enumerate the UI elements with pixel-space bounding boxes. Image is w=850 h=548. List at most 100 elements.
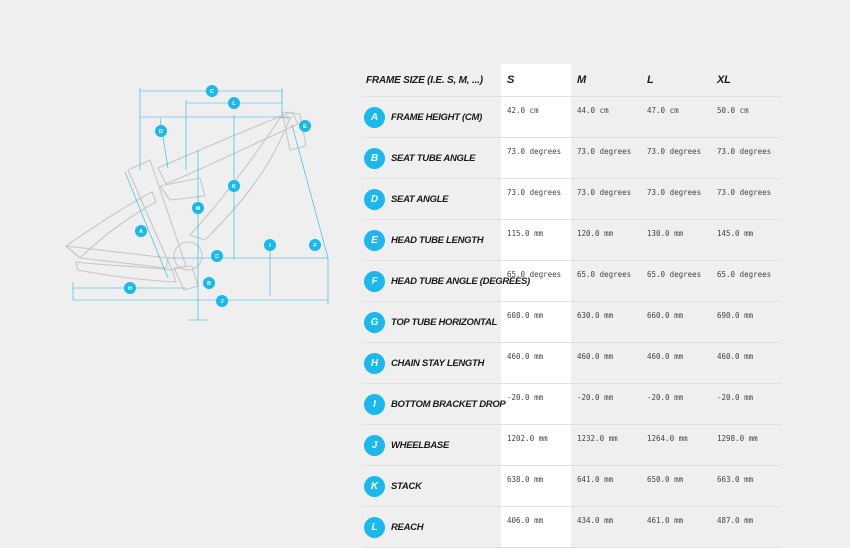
geometry-table: FRAME SIZE (I.E. S, M, ...) S M L XL A FR… bbox=[362, 64, 781, 548]
bike-geometry-diagram: C L D E K M A I F C H B J bbox=[65, 85, 329, 321]
svg-text:E: E bbox=[303, 124, 307, 130]
measurement-value: 73.0 degrees bbox=[711, 178, 781, 220]
measurement-value: 130.0 mm bbox=[641, 219, 711, 261]
measurement-letter-badge: L bbox=[364, 516, 385, 538]
measurement-name: CHAIN STAY LENGTH bbox=[391, 357, 485, 369]
table-row: J WHEELBASE 1202.0 mm 1232.0 mm 1264.0 mm 129… bbox=[362, 424, 781, 466]
measurement-label: F HEAD TUBE ANGLE (DEGREES) bbox=[364, 270, 530, 292]
table-row: B SEAT TUBE ANGLE 73.0 degrees 73.0 degrees… bbox=[362, 137, 781, 179]
measurement-value: 1264.0 mm bbox=[641, 424, 711, 466]
measurement-label: H CHAIN STAY LENGTH bbox=[364, 352, 501, 374]
measurement-label-cell: B SEAT TUBE ANGLE bbox=[362, 137, 501, 179]
measurement-name: HEAD TUBE LENGTH bbox=[391, 234, 484, 246]
measurement-value: 65.0 degrees bbox=[711, 260, 781, 302]
measurement-value: 460.0 mm bbox=[571, 342, 641, 384]
size-m-header: M bbox=[571, 64, 641, 97]
marker-c-bottom: C bbox=[211, 250, 223, 262]
measurement-label-cell: D SEAT ANGLE bbox=[362, 178, 501, 220]
measurement-value: 641.0 mm bbox=[571, 465, 641, 507]
measurement-value: 73.0 degrees bbox=[501, 137, 571, 179]
marker-c-top: C bbox=[206, 85, 218, 97]
measurement-name: REACH bbox=[391, 521, 424, 533]
marker-j: J bbox=[216, 295, 228, 307]
svg-text:F: F bbox=[313, 243, 317, 249]
svg-text:M: M bbox=[196, 206, 201, 212]
measurement-value: 73.0 degrees bbox=[501, 178, 571, 220]
size-l-header: L bbox=[641, 64, 711, 97]
svg-text:A: A bbox=[139, 229, 143, 235]
measurement-letter-badge: J bbox=[364, 434, 385, 456]
measurement-value: -20.0 mm bbox=[711, 383, 781, 425]
measurement-value: 44.0 cm bbox=[571, 96, 641, 138]
measurement-value: 47.0 cm bbox=[641, 96, 711, 138]
measurement-label: A FRAME HEIGHT (CM) bbox=[364, 106, 501, 128]
measurement-value: 690.0 mm bbox=[711, 301, 781, 343]
table-row: E HEAD TUBE LENGTH 115.0 mm 120.0 mm 130.0 m… bbox=[362, 219, 781, 261]
measurement-value: 1298.0 mm bbox=[711, 424, 781, 466]
measurement-name: SEAT ANGLE bbox=[391, 193, 449, 205]
measurement-letter-badge: B bbox=[364, 147, 385, 169]
measurement-value: 65.0 degrees bbox=[571, 260, 641, 302]
measurement-value: 50.0 cm bbox=[711, 96, 781, 138]
measurement-letter-badge: K bbox=[364, 475, 385, 497]
measurement-label: D SEAT ANGLE bbox=[364, 188, 501, 210]
marker-k: K bbox=[228, 180, 240, 192]
svg-text:C: C bbox=[215, 254, 219, 260]
measurement-value: 460.0 mm bbox=[501, 342, 571, 384]
measurement-value: 660.0 mm bbox=[641, 301, 711, 343]
measurement-label-cell: E HEAD TUBE LENGTH bbox=[362, 219, 501, 261]
measurement-label: B SEAT TUBE ANGLE bbox=[364, 147, 501, 169]
marker-h: H bbox=[124, 282, 136, 294]
measurement-letter-badge: I bbox=[364, 393, 385, 415]
measurement-value: 145.0 mm bbox=[711, 219, 781, 261]
measurement-label-cell: H CHAIN STAY LENGTH bbox=[362, 342, 501, 384]
measurement-value: 630.0 mm bbox=[571, 301, 641, 343]
marker-d: D bbox=[155, 125, 167, 137]
table-row: A FRAME HEIGHT (CM) 42.0 cm 44.0 cm 47.0 cm 5… bbox=[362, 96, 781, 138]
svg-text:L: L bbox=[232, 101, 236, 107]
size-xl-header: XL bbox=[711, 64, 781, 97]
marker-a: A bbox=[135, 225, 147, 237]
measurement-value: 120.0 mm bbox=[571, 219, 641, 261]
table-header-row: FRAME SIZE (I.E. S, M, ...) S M L XL bbox=[362, 64, 781, 97]
svg-text:K: K bbox=[232, 184, 236, 190]
marker-e: E bbox=[299, 120, 311, 132]
measurement-label: I BOTTOM BRACKET DROP bbox=[364, 393, 506, 415]
marker-l: L bbox=[228, 97, 240, 109]
measurement-value: 73.0 degrees bbox=[711, 137, 781, 179]
measurement-value: 460.0 mm bbox=[641, 342, 711, 384]
measurement-value: 42.0 cm bbox=[501, 96, 571, 138]
table-row: F HEAD TUBE ANGLE (DEGREES) 65.0 degrees 65… bbox=[362, 260, 781, 302]
measurement-value: 73.0 degrees bbox=[641, 137, 711, 179]
measurement-value: 65.0 degrees bbox=[641, 260, 711, 302]
measurement-label-cell: A FRAME HEIGHT (CM) bbox=[362, 96, 501, 138]
svg-text:B: B bbox=[207, 281, 211, 287]
measurement-letter-badge: G bbox=[364, 311, 385, 333]
measurement-label: K STACK bbox=[364, 475, 501, 497]
measurement-value: 638.0 mm bbox=[501, 465, 571, 507]
table-row: D SEAT ANGLE 73.0 degrees 73.0 degrees 73.0 … bbox=[362, 178, 781, 220]
measurement-value: 73.0 degrees bbox=[571, 137, 641, 179]
svg-text:D: D bbox=[159, 129, 163, 135]
marker-m: M bbox=[192, 202, 204, 214]
frame-size-header: FRAME SIZE (I.E. S, M, ...) bbox=[362, 64, 501, 97]
measurement-value: 115.0 mm bbox=[501, 219, 571, 261]
table-row: K STACK 638.0 mm 641.0 mm 650.0 mm 663.0 mm bbox=[362, 465, 781, 507]
measurement-value: 73.0 degrees bbox=[571, 178, 641, 220]
table-row: G TOP TUBE HORIZONTAL 608.0 mm 630.0 mm 660.… bbox=[362, 301, 781, 343]
measurement-label-cell: G TOP TUBE HORIZONTAL bbox=[362, 301, 501, 343]
measurement-value: 73.0 degrees bbox=[641, 178, 711, 220]
marker-i: I bbox=[264, 239, 276, 251]
measurement-value: 406.0 mm bbox=[501, 506, 571, 548]
measurement-letter-badge: D bbox=[364, 188, 385, 210]
measurement-letter-badge: A bbox=[364, 106, 385, 128]
measurement-label: L REACH bbox=[364, 516, 501, 538]
measurement-label: E HEAD TUBE LENGTH bbox=[364, 229, 501, 251]
size-s-header: S bbox=[501, 64, 571, 97]
svg-text:H: H bbox=[128, 286, 132, 292]
measurement-value: 460.0 mm bbox=[711, 342, 781, 384]
svg-text:J: J bbox=[220, 299, 223, 305]
measurement-value: 663.0 mm bbox=[711, 465, 781, 507]
measurement-value: -20.0 mm bbox=[571, 383, 641, 425]
frame-outline bbox=[65, 111, 307, 291]
